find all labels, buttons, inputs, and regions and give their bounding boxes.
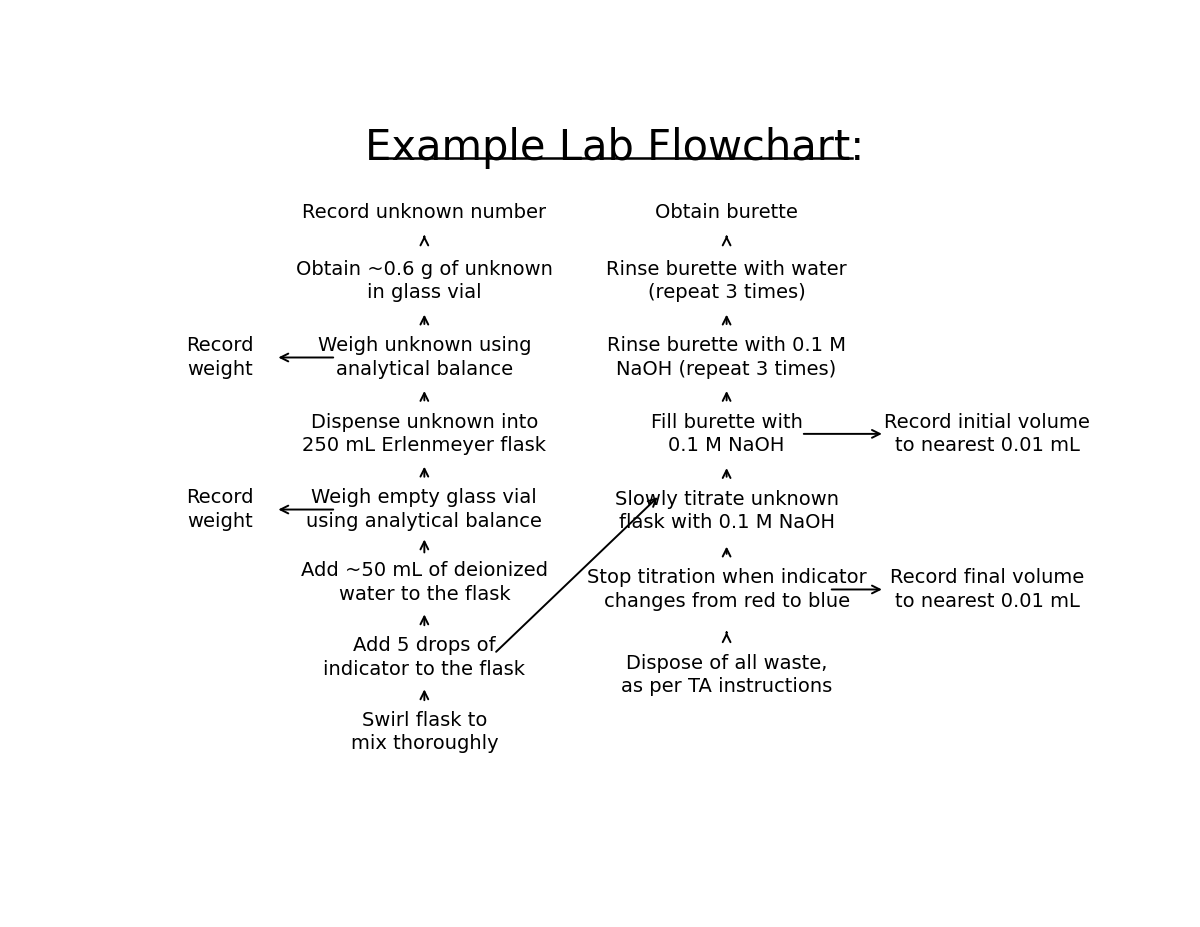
Text: Record
weight: Record weight: [186, 489, 253, 531]
Text: Slowly titrate unknown
flask with 0.1 M NaOH: Slowly titrate unknown flask with 0.1 M …: [614, 489, 839, 532]
Text: Dispose of all waste,
as per TA instructions: Dispose of all waste, as per TA instruct…: [620, 654, 833, 696]
Text: Record unknown number: Record unknown number: [302, 203, 546, 222]
Text: Record
weight: Record weight: [186, 337, 253, 379]
Text: Weigh unknown using
analytical balance: Weigh unknown using analytical balance: [318, 337, 532, 379]
Text: Record final volume
to nearest 0.01 mL: Record final volume to nearest 0.01 mL: [890, 568, 1084, 611]
Text: Dispense unknown into
250 mL Erlenmeyer flask: Dispense unknown into 250 mL Erlenmeyer …: [302, 413, 546, 455]
Text: Weigh empty glass vial
using analytical balance: Weigh empty glass vial using analytical …: [306, 489, 542, 531]
Text: Fill burette with
0.1 M NaOH: Fill burette with 0.1 M NaOH: [650, 413, 803, 455]
Text: Add 5 drops of
indicator to the flask: Add 5 drops of indicator to the flask: [323, 636, 526, 679]
Text: Obtain burette: Obtain burette: [655, 203, 798, 222]
Text: Swirl flask to
mix thoroughly: Swirl flask to mix thoroughly: [350, 711, 498, 754]
Text: Record initial volume
to nearest 0.01 mL: Record initial volume to nearest 0.01 mL: [884, 413, 1090, 455]
Text: Obtain ~0.6 g of unknown
in glass vial: Obtain ~0.6 g of unknown in glass vial: [296, 260, 553, 302]
Text: Rinse burette with water
(repeat 3 times): Rinse burette with water (repeat 3 times…: [606, 260, 847, 302]
Text: Stop titration when indicator
changes from red to blue: Stop titration when indicator changes fr…: [587, 568, 866, 611]
Text: Rinse burette with 0.1 M
NaOH (repeat 3 times): Rinse burette with 0.1 M NaOH (repeat 3 …: [607, 337, 846, 379]
Text: Example Lab Flowchart:: Example Lab Flowchart:: [365, 127, 865, 170]
Text: Add ~50 mL of deionized
water to the flask: Add ~50 mL of deionized water to the fla…: [301, 561, 548, 603]
